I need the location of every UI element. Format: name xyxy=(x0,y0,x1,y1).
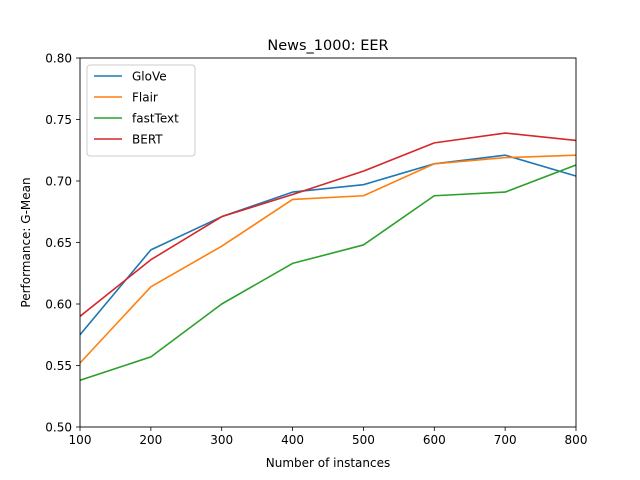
y-tick-label: 0.75 xyxy=(45,113,72,127)
series-line-glove xyxy=(80,154,576,336)
series-lines xyxy=(80,132,576,382)
y-tick-label: 0.55 xyxy=(45,359,72,373)
legend: GloVe Flair fastText BERT xyxy=(86,64,196,157)
series-line-fasttext xyxy=(80,164,576,382)
x-tick-label: 800 xyxy=(565,433,588,447)
legend-box xyxy=(86,64,196,157)
y-tick-label: 0.80 xyxy=(45,52,72,66)
y-tick-label: 0.50 xyxy=(45,421,72,435)
x-tick-label: 200 xyxy=(139,433,162,447)
y-tick-label: 0.70 xyxy=(45,175,72,189)
x-tick-label: 500 xyxy=(352,433,375,447)
axis-ticks: 100 200 300 400 500 600 700 800 0.50 0.55 0.60 0.65… xyxy=(45,52,587,448)
x-tick-label: 400 xyxy=(281,433,304,447)
legend-label-fasttext: fastText xyxy=(132,112,179,126)
x-tick-label: 100 xyxy=(69,433,92,447)
x-tick-label: 300 xyxy=(210,433,233,447)
x-tick-label: 700 xyxy=(494,433,517,447)
series-line-flair xyxy=(80,154,576,365)
y-axis-label: Performance: G-Mean xyxy=(19,177,33,307)
x-axis-label: Number of instances xyxy=(266,456,391,470)
legend-label-bert: BERT xyxy=(132,133,163,147)
chart-title: News_1000: EER xyxy=(267,38,388,54)
y-tick-label: 0.60 xyxy=(45,298,72,312)
series-line-bert xyxy=(80,132,576,318)
x-tick-label: 600 xyxy=(423,433,446,447)
legend-label-glove: GloVe xyxy=(132,70,167,84)
legend-label-flair: Flair xyxy=(132,91,158,105)
y-tick-label: 0.65 xyxy=(45,236,72,250)
plot-area xyxy=(80,132,576,382)
